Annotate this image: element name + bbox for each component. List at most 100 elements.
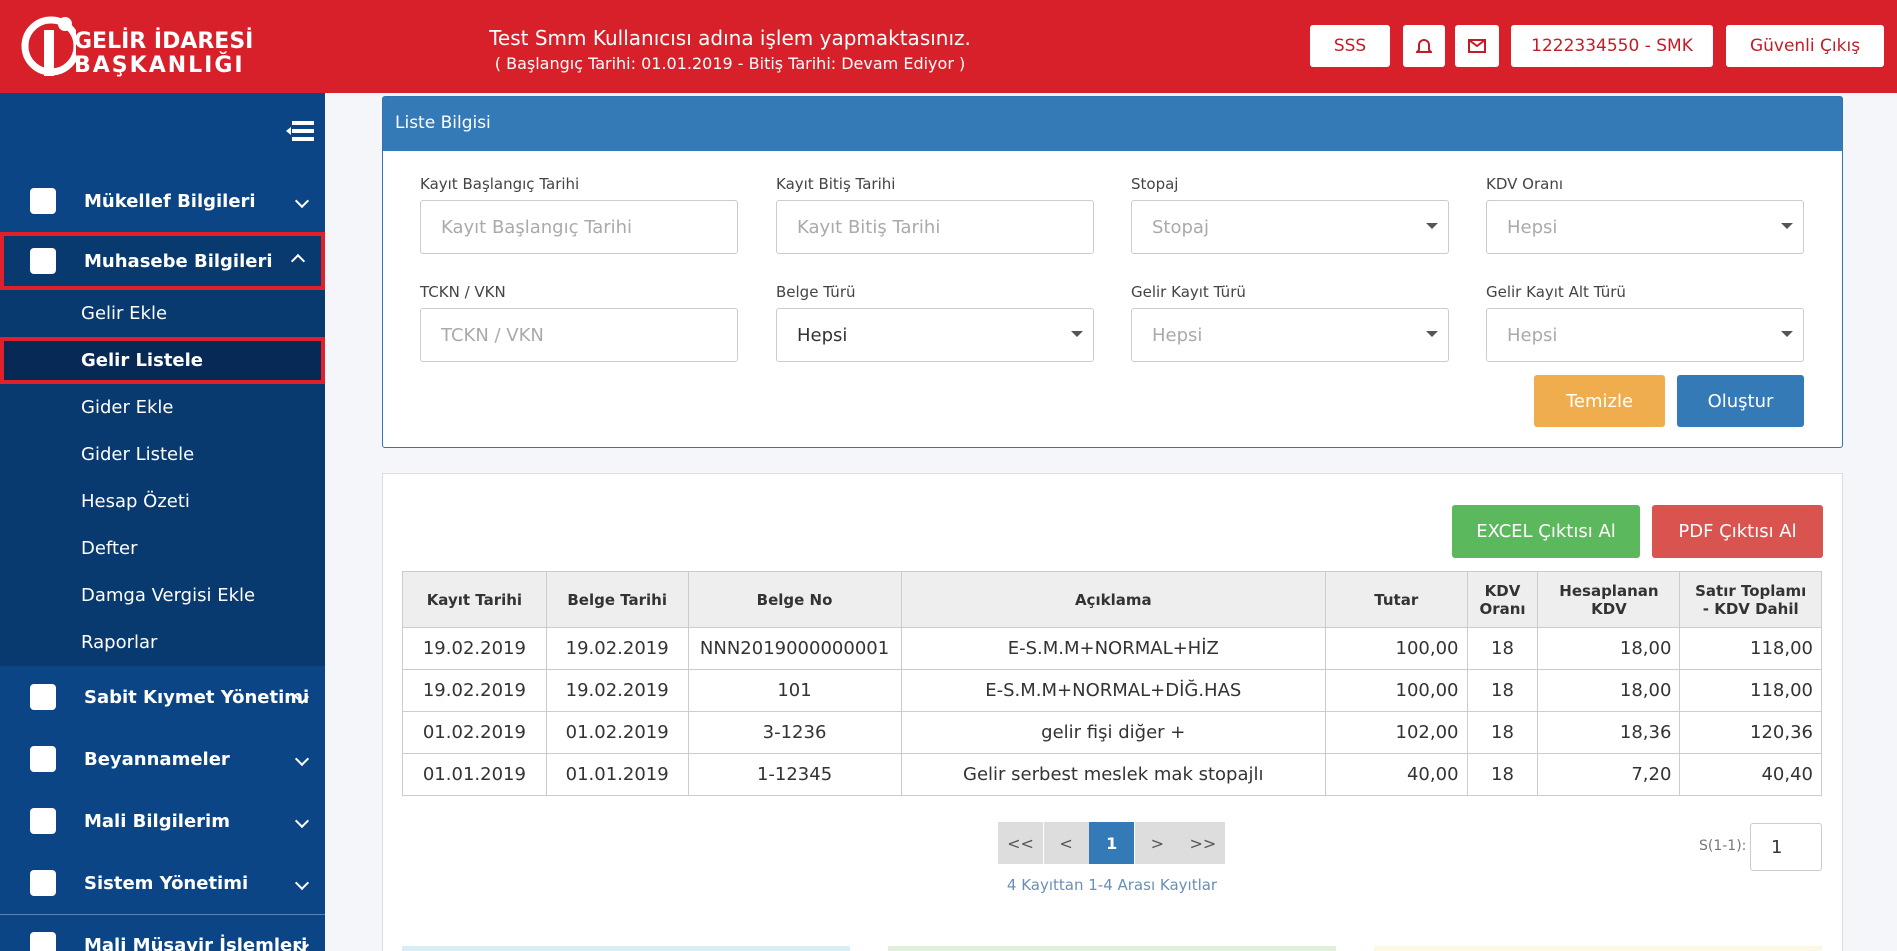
table-cell: 7,20 <box>1537 753 1681 796</box>
column-header[interactable]: Satır Toplamı - KDV Dahil <box>1679 571 1822 628</box>
select[interactable]: Hepsi <box>1131 308 1449 362</box>
select[interactable]: Hepsi <box>1486 200 1804 254</box>
menu-item[interactable]: Beyannameler <box>0 728 325 790</box>
page-button[interactable]: < <box>1043 822 1089 864</box>
table-cell: 01.01.2019 <box>545 753 689 796</box>
table-cell: 19.02.2019 <box>545 669 689 712</box>
page-button[interactable]: 1 <box>1089 822 1135 864</box>
column-header[interactable]: Hesaplanan KDV <box>1537 571 1681 628</box>
submenu-item[interactable]: Gider Ekle <box>0 384 325 431</box>
placeholder: Kayıt Bitiş Tarihi <box>797 216 941 238</box>
faq-button[interactable]: SSS <box>1310 25 1390 67</box>
field-label: Stopaj <box>1131 175 1179 193</box>
menu-label: Beyannameler <box>84 748 230 770</box>
chevron <box>290 253 306 269</box>
table-cell: 118,00 <box>1679 669 1822 712</box>
placeholder: TCKN / VKN <box>441 324 544 346</box>
results-table: Kayıt Tarihi Belge Tarihi Belge No Açıklama… <box>402 571 1822 796</box>
separator <box>0 914 325 915</box>
select[interactable]: Hepsi <box>1486 308 1804 362</box>
submenu-item[interactable]: Gelir Ekle <box>0 290 325 337</box>
table-cell: 01.02.2019 <box>545 711 689 754</box>
column-header[interactable]: Açıklama <box>900 571 1327 628</box>
menu-label: Mali Müşavir İşlemleri <box>84 934 308 951</box>
create-button[interactable]: Oluştur <box>1677 375 1804 427</box>
menu-item[interactable]: Muhasebe Bilgileri <box>0 232 325 290</box>
clear-button[interactable]: Temizle <box>1534 375 1665 427</box>
notice: Test Smm Kullanıcısı adına işlem yapmakt… <box>489 26 971 50</box>
user-button[interactable]: 1222334550 - SMK <box>1511 25 1713 67</box>
menu-item[interactable]: Sistem Yönetimi <box>0 852 325 914</box>
page-button[interactable]: > <box>1134 822 1180 864</box>
text-input[interactable]: Kayıt Bitiş Tarihi <box>776 200 1094 254</box>
menu-icon <box>30 746 56 772</box>
notifications-button[interactable] <box>1403 25 1445 67</box>
table-cell: 101 <box>687 669 902 712</box>
submenu-item[interactable]: Damga Vergisi Ekle <box>0 572 325 619</box>
chevron <box>294 813 310 829</box>
page-input[interactable]: 1 <box>1750 823 1822 871</box>
table-cell: 102,00 <box>1325 711 1468 754</box>
field-label: Gelir Kayıt Türü <box>1131 283 1246 301</box>
column-header[interactable]: KDV Oranı <box>1466 571 1539 628</box>
menu-label: Mükellef Bilgileri <box>84 190 256 212</box>
submenu-item[interactable]: Gelir Listele <box>0 337 325 384</box>
info-box <box>402 946 850 951</box>
menu-item[interactable]: Sabit Kıymet Yönetimi <box>0 666 325 728</box>
logo-line: GELİR İDARESİ <box>74 29 254 54</box>
select[interactable]: Hepsi <box>776 308 1094 362</box>
table-row: 19.02.2019 19.02.2019 NNN2019000000001 E-S.… <box>402 627 1822 670</box>
submenu-item[interactable]: Raporlar <box>0 619 325 666</box>
page-button[interactable]: << <box>998 822 1043 864</box>
column-header[interactable]: Tutar <box>1325 571 1468 628</box>
field-label: Gelir Kayıt Alt Türü <box>1486 283 1626 301</box>
info-box <box>888 946 1336 951</box>
panel-title: Liste Bilgisi <box>383 97 1842 151</box>
menu-icon <box>30 684 56 710</box>
dropdown-arrow <box>1781 223 1793 235</box>
select[interactable]: Stopaj <box>1131 200 1449 254</box>
logout-button[interactable]: Güvenli Çıkış <box>1726 25 1884 67</box>
menu-label: Mali Bilgilerim <box>84 810 230 832</box>
dropdown-arrow <box>1071 331 1083 343</box>
header: GELİR İDARESİ BAŞKANLIĞI Test Smm Kullanı… <box>0 0 1897 93</box>
table-cell: 19.02.2019 <box>402 669 547 712</box>
messages-button[interactable] <box>1455 25 1499 67</box>
submenu-item[interactable]: Gider Listele <box>0 431 325 478</box>
menu-item[interactable]: Mali Bilgilerim <box>0 790 325 852</box>
table-row: 01.02.2019 01.02.2019 3-1236 gelir fişi diğ… <box>402 711 1822 754</box>
table-cell: 40,00 <box>1325 753 1468 796</box>
column-header[interactable]: Kayıt Tarihi <box>402 571 547 628</box>
page-label: S(1-1): <box>1699 838 1747 854</box>
excel-button[interactable]: EXCEL Çıktısı Al <box>1452 505 1640 558</box>
table-cell: E-S.M.M+NORMAL+HİZ <box>900 627 1327 670</box>
column-header[interactable]: Belge No <box>687 571 902 628</box>
menu-item[interactable]: Mükellef Bilgileri <box>0 170 325 232</box>
menu-toggle[interactable] <box>286 119 314 143</box>
table-cell: 01.02.2019 <box>402 711 547 754</box>
field-label: KDV Oranı <box>1486 175 1563 193</box>
submenu-item[interactable]: Defter <box>0 525 325 572</box>
column-header[interactable]: Belge Tarihi <box>545 571 689 628</box>
submenu-item[interactable]: Hesap Özeti <box>0 478 325 525</box>
menu-item[interactable]: Mali Müşavir İşlemleri <box>0 914 325 951</box>
placeholder: Hepsi <box>1507 216 1558 238</box>
logo-text: GELİR İDARESİ BAŞKANLIĞI <box>74 30 253 78</box>
text-input[interactable]: Kayıt Başlangıç Tarihi <box>420 200 738 254</box>
placeholder: Kayıt Başlangıç Tarihi <box>441 216 633 238</box>
field-label: Kayıt Bitiş Tarihi <box>776 175 896 193</box>
page-button[interactable]: >> <box>1180 822 1226 864</box>
chevron <box>294 193 310 209</box>
table-cell: Gelir serbest meslek mak stopajlı <box>900 753 1327 796</box>
chevron <box>294 751 310 767</box>
table-cell: 18 <box>1466 711 1539 754</box>
placeholder: Hepsi <box>1152 324 1203 346</box>
field-label: Kayıt Başlangıç Tarihi <box>420 175 580 193</box>
table-cell: 3-1236 <box>687 711 902 754</box>
table-cell: NNN2019000000001 <box>687 627 902 670</box>
pdf-button[interactable]: PDF Çıktısı Al <box>1652 505 1823 558</box>
text-input[interactable]: TCKN / VKN <box>420 308 738 362</box>
field-label: Belge Türü <box>776 283 856 301</box>
menu-label: Muhasebe Bilgileri <box>84 250 273 272</box>
